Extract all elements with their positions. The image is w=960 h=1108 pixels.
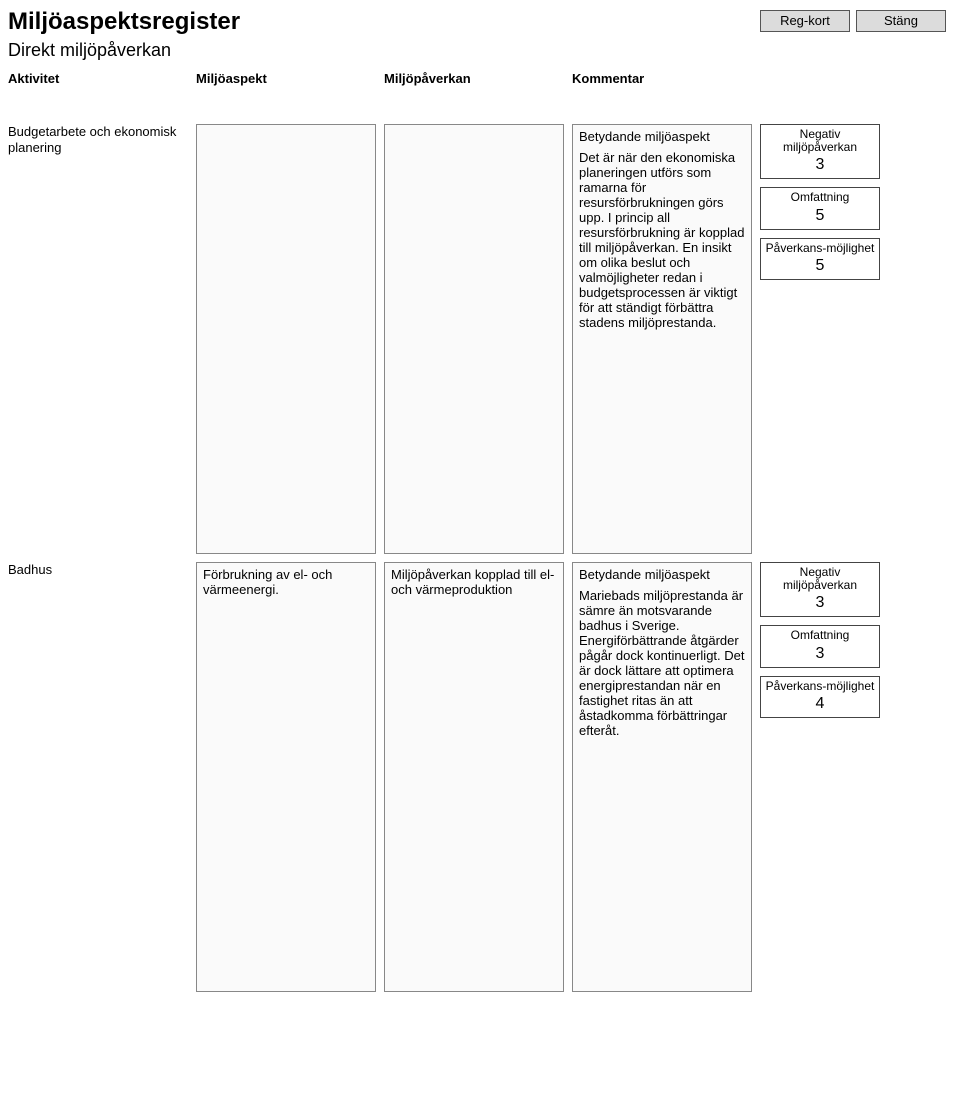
kommentar-body: Det är när den ekonomiska planeringen ut… — [579, 150, 745, 330]
score-value: 3 — [765, 645, 875, 663]
miljoaspekt-field[interactable]: Förbrukning av el- och värmeenergi. — [196, 562, 376, 992]
title-block: Miljöaspektsregister Direkt miljöpåverka… — [8, 8, 752, 86]
score-omfattning: Omfattning 5 — [760, 187, 880, 229]
score-value: 5 — [765, 257, 875, 275]
score-paverkan: Påverkans-möjlighet 5 — [760, 238, 880, 280]
button-group: Reg-kort Stäng — [760, 10, 946, 32]
kommentar-field[interactable]: Betydande miljöaspekt Det är när den eko… — [572, 124, 752, 554]
aktivitet-cell: Badhus — [8, 562, 188, 992]
score-negativ: Negativ miljöpåverkan 3 — [760, 124, 880, 179]
kommentar-body: Mariebads miljöprestanda är sämre än mot… — [579, 588, 745, 738]
header-right: Reg-kort Stäng — [760, 8, 946, 32]
kommentar-title: Betydande miljöaspekt — [579, 567, 745, 582]
col-header-miljopaverkan: Miljöpåverkan — [384, 71, 564, 86]
col-header-miljoaspekt: Miljöaspekt — [196, 71, 376, 86]
col-header-aktivitet: Aktivitet — [8, 71, 188, 86]
regkort-button[interactable]: Reg-kort — [760, 10, 850, 32]
score-value: 5 — [765, 207, 875, 225]
miljoaspekt-field[interactable] — [196, 124, 376, 554]
score-label: Negativ miljöpåverkan — [765, 566, 875, 592]
page-title: Miljöaspektsregister — [8, 8, 752, 36]
score-label: Negativ miljöpåverkan — [765, 128, 875, 154]
aktivitet-cell: Budgetarbete och ekonomisk planering — [8, 124, 188, 554]
kommentar-title: Betydande miljöaspekt — [579, 129, 745, 144]
stang-button[interactable]: Stäng — [856, 10, 946, 32]
score-value: 3 — [765, 156, 875, 174]
score-label: Påverkans-möjlighet — [765, 680, 875, 693]
score-label: Omfattning — [765, 191, 875, 204]
miljopaverkan-field[interactable] — [384, 124, 564, 554]
column-headers: Aktivitet Miljöaspekt Miljöpåverkan Komm… — [8, 71, 752, 86]
header-row: Miljöaspektsregister Direkt miljöpåverka… — [8, 8, 952, 116]
record-row: Budgetarbete och ekonomisk planering Bet… — [8, 124, 952, 554]
score-negativ: Negativ miljöpåverkan 3 — [760, 562, 880, 617]
record-row: Badhus Förbrukning av el- och värmeenerg… — [8, 562, 952, 992]
score-column: Negativ miljöpåverkan 3 Omfattning 3 Påv… — [760, 562, 880, 992]
score-value: 4 — [765, 695, 875, 713]
col-header-kommentar: Kommentar — [572, 71, 752, 86]
score-label: Omfattning — [765, 629, 875, 642]
miljopaverkan-field[interactable]: Miljöpåverkan kopplad till el- och värme… — [384, 562, 564, 992]
score-paverkan: Påverkans-möjlighet 4 — [760, 676, 880, 718]
score-value: 3 — [765, 594, 875, 612]
score-column: Negativ miljöpåverkan 3 Omfattning 5 Påv… — [760, 124, 880, 554]
page-subtitle: Direkt miljöpåverkan — [8, 40, 752, 61]
score-omfattning: Omfattning 3 — [760, 625, 880, 667]
score-label: Påverkans-möjlighet — [765, 242, 875, 255]
kommentar-field[interactable]: Betydande miljöaspekt Mariebads miljöpre… — [572, 562, 752, 992]
